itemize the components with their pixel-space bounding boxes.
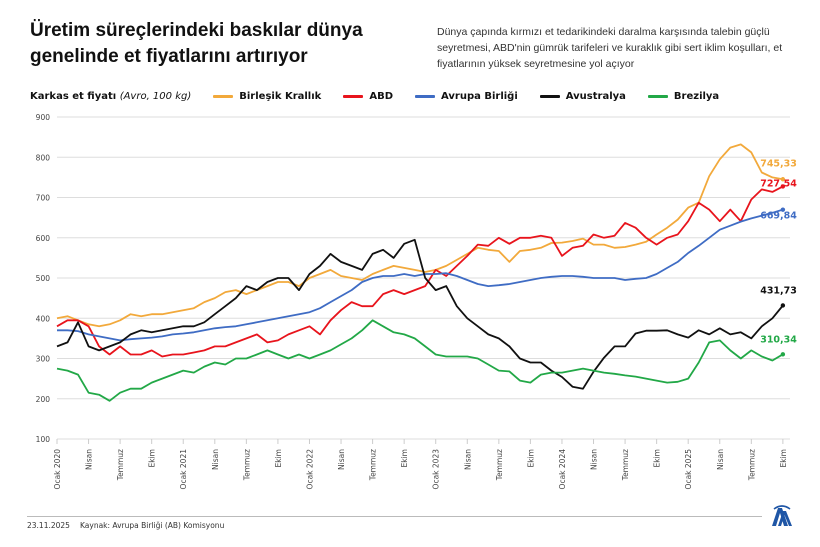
x-tick-label: Temmuz [369,449,378,481]
y-tick-label: 300 [36,355,51,364]
legend-label: Brezilya [673,91,720,102]
x-tick-label: Nisan [590,449,599,470]
x-tick-label: Temmuz [116,449,125,481]
y-tick-label: 800 [36,153,51,162]
series-end-label: 431,73 [760,285,797,296]
legend-swatch [343,95,364,98]
x-tick-label: Ekim [148,449,157,467]
legend-swatch [539,95,560,98]
x-tick-label: Nisan [85,449,94,470]
y-tick-label: 900 [36,113,51,122]
legend-label: ABD [369,91,393,102]
legend-label: Avrupa Birliği [441,91,518,102]
legend: Karkas et fiyatı (Avro, 100 kg) Birleşik… [30,91,741,102]
publish-date: 23.11.2025 [27,521,70,530]
y-axis-label-main: Karkas et fiyatı [30,91,117,102]
x-tick-label: Temmuz [495,449,504,481]
legend-swatch [213,95,234,98]
series-line-avustralya [56,238,784,390]
y-tick-label: 500 [36,274,51,283]
series-line-brezilya [56,319,784,402]
series-end-label: 669,84 [760,211,797,222]
x-tick-label: Ekim [274,449,283,467]
x-tick-label: Ocak 2024 [558,449,567,490]
chart-title: Üretim süreçlerindeki baskılar dünya gen… [30,20,363,67]
y-axis-unit: (Avro, 100 kg) [119,91,192,102]
series-end-point [780,352,786,357]
legend-item-eu: Avrupa Birliği [415,91,518,102]
y-tick-label: 600 [36,234,51,243]
series-end-label: 310,34 [760,334,797,345]
x-tick-label: Nisan [463,449,472,470]
series-end-point [780,177,786,182]
series-end-point [780,207,786,212]
series-line-avrupa-birliği [57,208,784,342]
x-tick-label: Ocak 2023 [432,449,441,490]
y-tick-label: 200 [36,395,51,404]
series-end-point [780,303,786,308]
series-line-birleşik-krallık [56,143,784,328]
legend-item-australia: Avustralya [539,91,626,102]
legend-label: Birleşik Krallık [239,91,322,102]
x-tick-label: Ekim [779,449,788,467]
x-tick-label: Temmuz [747,449,756,481]
legend-item-usa: ABD [343,91,393,102]
series-end-point [780,184,786,189]
legend-swatch [415,95,435,98]
x-tick-label: Ekim [400,449,409,467]
y-tick-label: 100 [36,435,51,444]
y-tick-label: 700 [36,194,51,203]
series-line-abd [56,185,784,358]
x-tick-label: Temmuz [242,449,251,481]
x-tick-label: Ocak 2021 [179,449,188,490]
y-axis-label: Karkas et fiyatı (Avro, 100 kg) [30,91,191,102]
x-tick-label: Ekim [526,449,535,467]
x-tick-label: Ocak 2020 [53,449,62,490]
footer-divider [27,516,762,517]
series-end-label: 727,54 [760,178,797,189]
x-tick-label: Nisan [211,449,220,470]
chart-description: Dünya çapında kırmızı et tedarikindeki d… [437,26,783,70]
x-tick-label: Nisan [337,449,346,470]
legend-item-brazil: Brezilya [647,91,720,102]
y-tick-label: 400 [36,314,51,323]
x-tick-label: Nisan [716,449,725,470]
aa-logo-icon [772,505,792,526]
x-tick-label: Ekim [653,449,662,467]
x-tick-label: Ocak 2025 [684,449,693,490]
legend-label: Avustralya [565,91,626,102]
series-end-label: 745,33 [760,158,797,169]
x-tick-label: Ocak 2022 [305,449,314,490]
x-tick-label: Temmuz [621,449,630,481]
source-note: Kaynak: Avrupa Birliği (AB) Komisyonu [80,521,225,530]
legend-swatch [647,95,668,98]
legend-item-uk: Birleşik Krallık [213,91,321,102]
